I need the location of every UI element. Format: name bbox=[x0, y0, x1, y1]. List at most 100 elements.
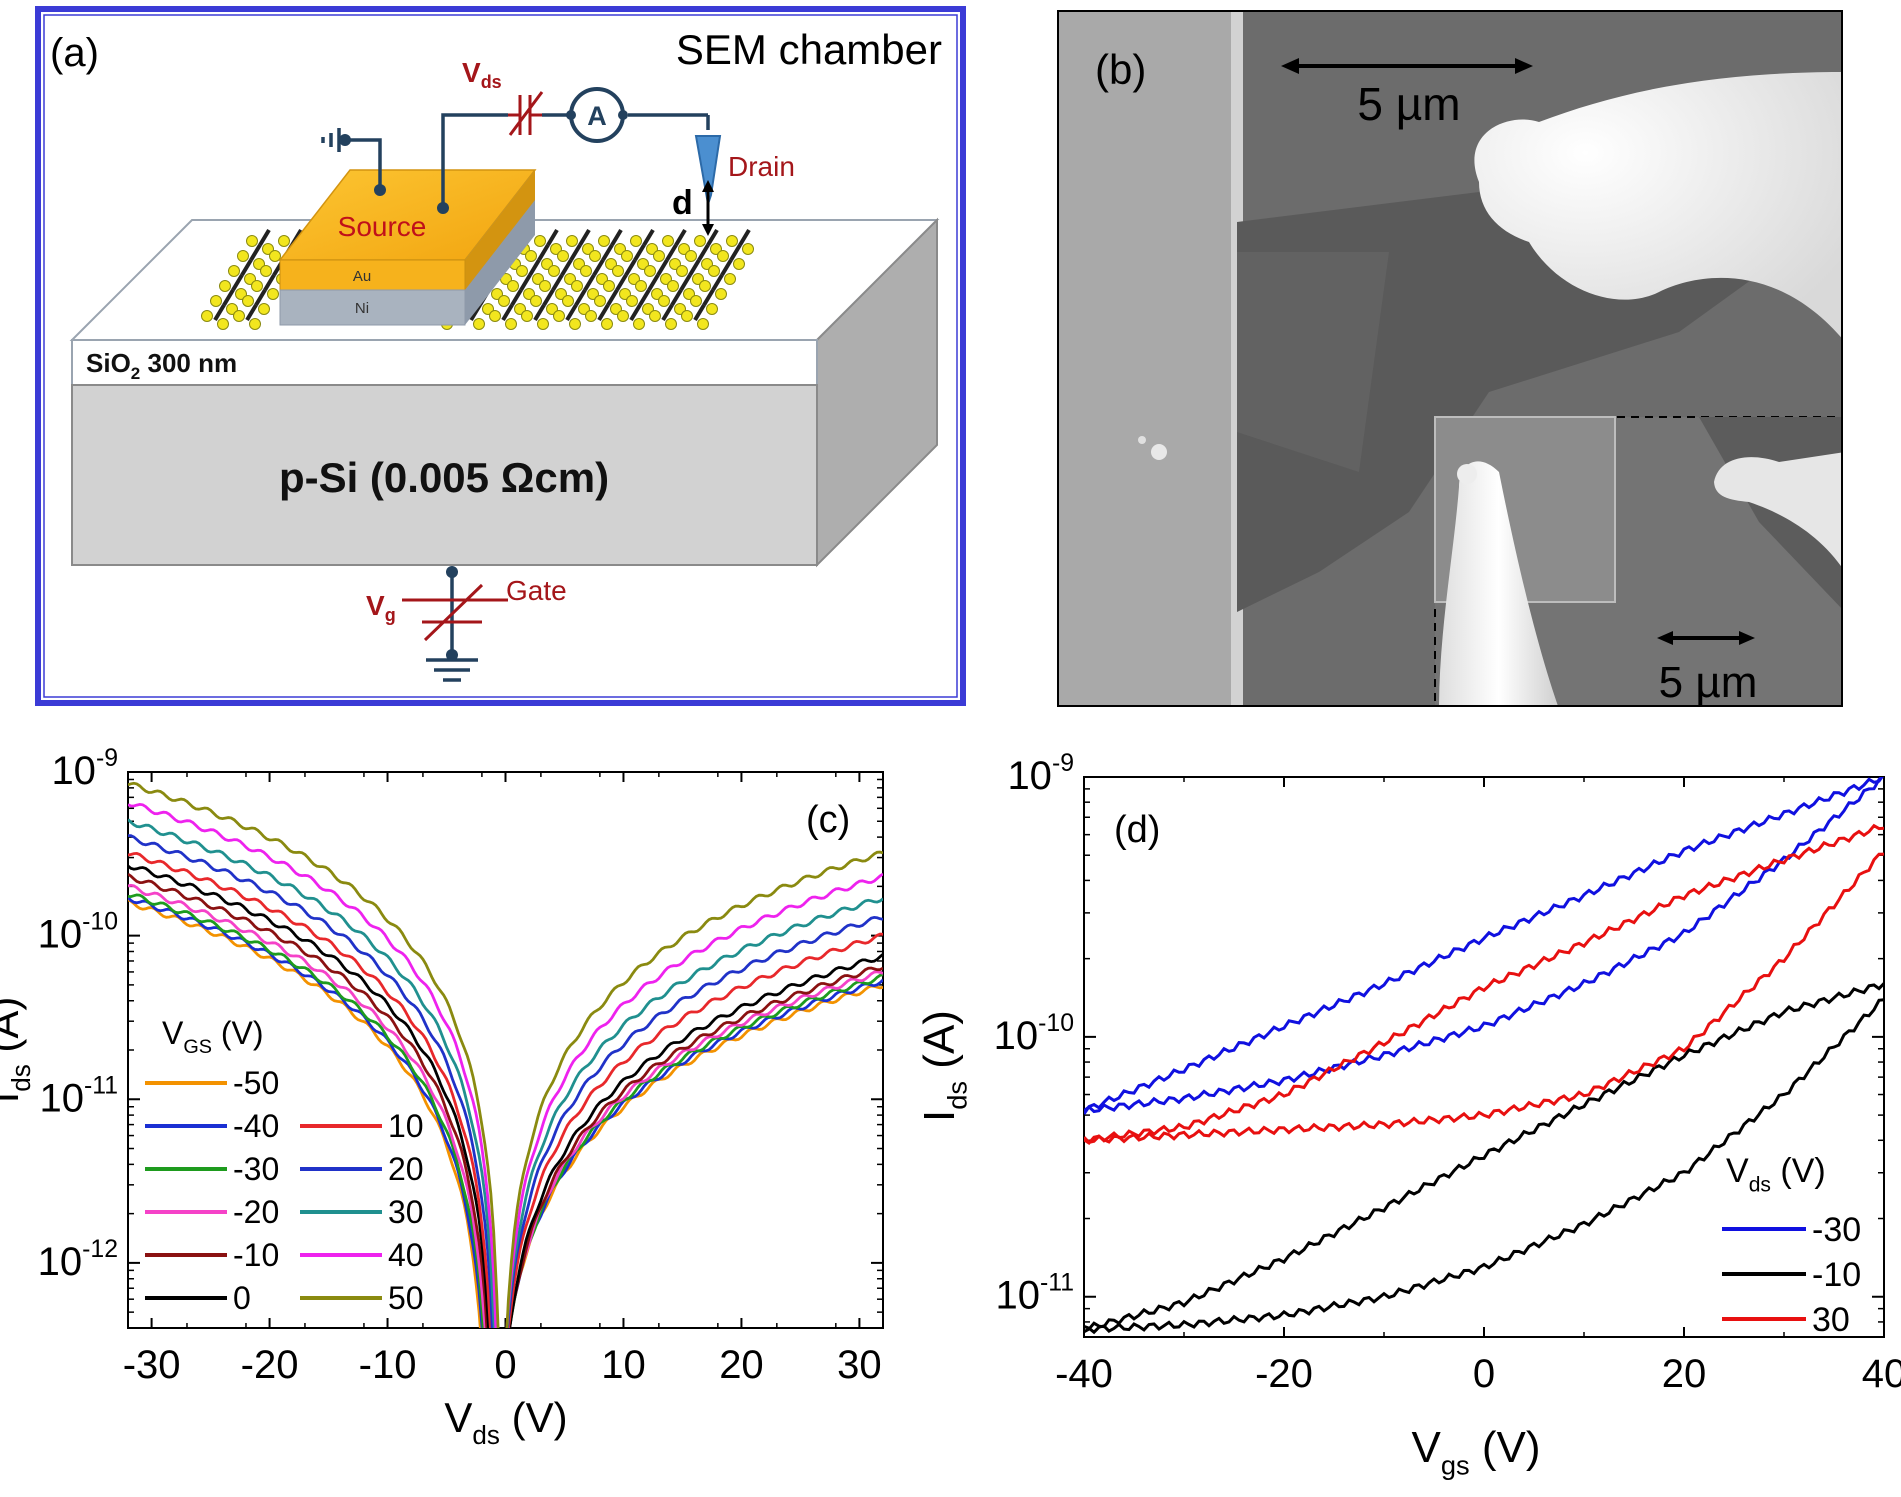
drain-label: Drain bbox=[728, 151, 795, 182]
lattice-bond bbox=[638, 288, 651, 307]
x-tick-label: 40 bbox=[1862, 1352, 1901, 1396]
x-axis-label: Vds (V) bbox=[444, 1394, 567, 1450]
lattice-bond bbox=[528, 258, 541, 277]
lattice-bond bbox=[510, 288, 523, 307]
series-line bbox=[128, 802, 883, 1328]
lattice-atom bbox=[665, 318, 677, 330]
lattice-atom bbox=[246, 235, 258, 247]
lattice-atom bbox=[571, 280, 583, 292]
x-tick-label: 0 bbox=[1473, 1352, 1495, 1396]
lattice-bond bbox=[222, 288, 235, 307]
lattice-bond bbox=[647, 273, 660, 292]
x-tick-label: -30 bbox=[123, 1343, 181, 1387]
lattice-atom bbox=[258, 303, 270, 315]
lattice-bond bbox=[711, 273, 724, 292]
x-tick-label: -40 bbox=[1055, 1352, 1113, 1396]
lattice-bond bbox=[679, 273, 692, 292]
lattice-atom bbox=[530, 295, 542, 307]
lattice-bond bbox=[688, 258, 701, 277]
lattice-bond bbox=[213, 303, 226, 322]
lattice-atom bbox=[237, 250, 249, 262]
vg-label: Vg bbox=[366, 590, 396, 625]
series-line bbox=[128, 851, 883, 1328]
lattice-atom bbox=[692, 273, 704, 285]
ammeter-icon: A bbox=[566, 87, 628, 143]
lattice-bond bbox=[656, 258, 669, 277]
electrode-region bbox=[1059, 12, 1237, 705]
lattice-bond bbox=[546, 228, 559, 247]
lattice-bond bbox=[592, 258, 605, 277]
vds-source-symbol bbox=[508, 91, 544, 136]
ni-layer bbox=[279, 289, 466, 326]
lattice-atom bbox=[667, 280, 679, 292]
lattice-atom bbox=[260, 265, 272, 277]
lattice-atom bbox=[569, 318, 581, 330]
lattice-atom bbox=[598, 235, 610, 247]
lattice-atom bbox=[553, 310, 565, 322]
lattice-atom bbox=[516, 265, 528, 277]
y-axis-label: Ids (A) bbox=[0, 997, 36, 1104]
lattice-bond bbox=[738, 228, 751, 247]
sio2-label: SiO2 300 nm bbox=[86, 348, 237, 383]
lattice-atom bbox=[523, 288, 535, 300]
lattice-atom bbox=[594, 295, 606, 307]
lattice-atom bbox=[621, 250, 633, 262]
lattice-bond bbox=[597, 303, 610, 322]
series-line bbox=[128, 834, 883, 1328]
series-group bbox=[1084, 777, 1884, 1335]
p-si-substrate bbox=[71, 384, 818, 566]
series-line bbox=[128, 818, 883, 1328]
lattice-atom bbox=[589, 250, 601, 262]
lattice-bond bbox=[642, 228, 655, 247]
lattice-atom bbox=[653, 250, 665, 262]
lattice-atom bbox=[210, 295, 222, 307]
lattice-atom bbox=[201, 310, 213, 322]
x-tick-label: 30 bbox=[837, 1343, 882, 1387]
lattice-atom bbox=[582, 243, 594, 255]
lattice-atom bbox=[242, 295, 254, 307]
lattice-bond bbox=[533, 303, 546, 322]
legend-label: 30 bbox=[388, 1194, 424, 1230]
chart-d-plot: -40 -20 0 20 40 10-9 10-10 10-11 Vgs (V) Ids (A) V… bbox=[915, 750, 1901, 1480]
x-tick-label: -20 bbox=[241, 1343, 299, 1387]
lattice-bond bbox=[606, 288, 619, 307]
lattice-bond bbox=[670, 288, 683, 307]
lattice-atom bbox=[610, 303, 622, 315]
lattice-atom bbox=[694, 235, 706, 247]
lattice-atom bbox=[539, 280, 551, 292]
lattice-atom bbox=[473, 318, 485, 330]
lattice-atom bbox=[710, 243, 722, 255]
y-tick-label: 10-10 bbox=[994, 1010, 1074, 1058]
series-line bbox=[128, 872, 883, 1328]
series-line bbox=[128, 781, 883, 1328]
legend-label: 20 bbox=[388, 1151, 424, 1187]
lattice-atom bbox=[612, 265, 624, 277]
lattice-bond bbox=[720, 258, 733, 277]
lattice-atom bbox=[541, 258, 553, 270]
lattice-atom bbox=[715, 288, 727, 300]
lattice-atom bbox=[262, 243, 274, 255]
lattice-atom bbox=[633, 318, 645, 330]
inset-probe-left bbox=[1439, 461, 1558, 705]
lattice-bond bbox=[258, 228, 271, 247]
series-line bbox=[128, 896, 883, 1328]
lattice-atom bbox=[660, 273, 672, 285]
x-axis-label: Vgs (V) bbox=[1411, 1423, 1540, 1480]
lattice-atom bbox=[649, 310, 661, 322]
legend-label: 40 bbox=[388, 1237, 424, 1273]
lattice-atom bbox=[578, 303, 590, 315]
lattice-bond bbox=[569, 243, 582, 262]
lattice-bond bbox=[245, 303, 258, 322]
lattice-bond bbox=[583, 273, 596, 292]
lattice-atom bbox=[651, 288, 663, 300]
vds-label: Vds bbox=[462, 57, 502, 92]
lattice-atom bbox=[548, 265, 560, 277]
au-layer bbox=[279, 259, 466, 291]
series-line bbox=[128, 893, 883, 1328]
lattice-atom bbox=[521, 310, 533, 322]
lattice-atom bbox=[678, 243, 690, 255]
lattice-bond bbox=[665, 243, 678, 262]
lattice-atom bbox=[681, 310, 693, 322]
